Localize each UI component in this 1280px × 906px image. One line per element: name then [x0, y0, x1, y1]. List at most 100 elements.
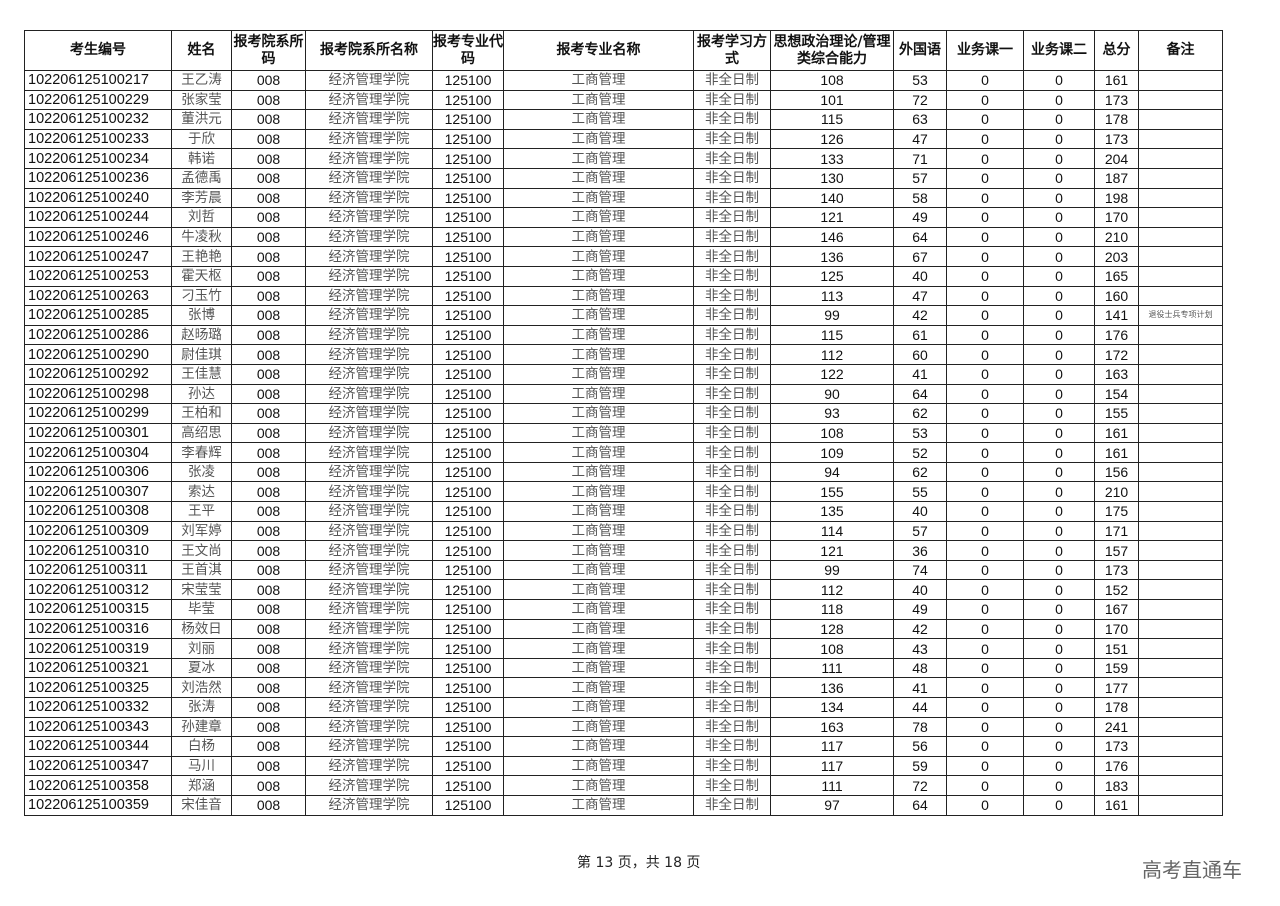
cell-major-code: 125100: [432, 481, 504, 503]
cell-dept-code: 008: [231, 716, 306, 738]
cell-dept-name: 经济管理学院: [305, 755, 433, 777]
table-header: 考生编号 姓名 报考院系所码 报考院系所名称 报考专业代码 报考专业名称 报考学习方式 思想政…: [24, 30, 1223, 71]
cell-foreign-language-score: 42: [893, 305, 947, 326]
cell-politics-score: 121: [770, 540, 894, 561]
cell-study-mode: 非全日制: [693, 697, 771, 718]
table-row: 102206125100299 王柏和 008 经济管理学院 125100 工商管理 非全日…: [24, 403, 1223, 424]
cell-study-mode: 非全日制: [693, 579, 771, 601]
cell-dept-name: 经济管理学院: [305, 657, 433, 679]
cell-total-score: 159: [1094, 657, 1139, 679]
table-row: 102206125100307 索达 008 经济管理学院 125100 工商管理 非全日制…: [24, 481, 1223, 503]
cell-total-score: 177: [1094, 677, 1139, 698]
cell-major-code: 125100: [432, 305, 504, 326]
cell-candidate-id: 102206125100306: [24, 461, 172, 483]
cell-major-name: 工商管理: [503, 70, 694, 91]
cell-foreign-language-score: 41: [893, 363, 947, 385]
cell-total-score: 152: [1094, 579, 1139, 601]
cell-name: 李春辉: [171, 442, 232, 463]
cell-study-mode: 非全日制: [693, 285, 771, 307]
cell-name: 李芳晨: [171, 187, 232, 209]
cell-politics-score: 115: [770, 324, 894, 346]
header-major-name: 报考专业名称: [503, 30, 694, 71]
cell-course-2-score: 0: [1023, 403, 1095, 424]
table-row: 102206125100306 张凌 008 经济管理学院 125100 工商管理 非全日制…: [24, 461, 1223, 483]
cell-study-mode: 非全日制: [693, 207, 771, 228]
cell-remarks: [1138, 657, 1223, 679]
cell-dept-name: 经济管理学院: [305, 618, 433, 640]
cell-study-mode: 非全日制: [693, 442, 771, 463]
cell-dept-code: 008: [231, 442, 306, 463]
cell-major-name: 工商管理: [503, 285, 694, 307]
cell-dept-code: 008: [231, 794, 306, 816]
cell-total-score: 183: [1094, 775, 1139, 796]
cell-major-code: 125100: [432, 794, 504, 816]
cell-candidate-id: 102206125100298: [24, 383, 172, 405]
cell-politics-score: 133: [770, 148, 894, 169]
cell-major-code: 125100: [432, 148, 504, 169]
cell-name: 于欣: [171, 128, 232, 150]
cell-major-code: 125100: [432, 265, 504, 287]
cell-dept-name: 经济管理学院: [305, 285, 433, 307]
cell-course-1-score: 0: [946, 442, 1024, 463]
table-row: 102206125100247 王艳艳 008 经济管理学院 125100 工商管理 非全日…: [24, 246, 1223, 267]
cell-dept-name: 经济管理学院: [305, 305, 433, 326]
cell-foreign-language-score: 40: [893, 579, 947, 601]
cell-total-score: 178: [1094, 109, 1139, 130]
cell-candidate-id: 102206125100299: [24, 403, 172, 424]
cell-total-score: 151: [1094, 638, 1139, 659]
cell-major-code: 125100: [432, 324, 504, 346]
cell-study-mode: 非全日制: [693, 89, 771, 111]
cell-name: 张涛: [171, 697, 232, 718]
table-row: 102206125100301 高绍思 008 经济管理学院 125100 工商管理 非全日…: [24, 422, 1223, 444]
cell-name: 杨效日: [171, 618, 232, 640]
cell-major-name: 工商管理: [503, 324, 694, 346]
cell-major-code: 125100: [432, 403, 504, 424]
cell-name: 王柏和: [171, 403, 232, 424]
cell-politics-score: 109: [770, 442, 894, 463]
header-foreign-language-score: 外国语: [893, 30, 947, 71]
cell-course-2-score: 0: [1023, 167, 1095, 189]
cell-remarks: [1138, 442, 1223, 463]
cell-study-mode: 非全日制: [693, 520, 771, 542]
table-row: 102206125100309 刘军婷 008 经济管理学院 125100 工商管理 非全日…: [24, 520, 1223, 542]
cell-dept-name: 经济管理学院: [305, 697, 433, 718]
cell-remarks: [1138, 70, 1223, 91]
table-row: 102206125100246 牛凌秋 008 经济管理学院 125100 工商管理 非全日…: [24, 226, 1223, 248]
cell-course-2-score: 0: [1023, 618, 1095, 640]
cell-dept-code: 008: [231, 265, 306, 287]
cell-major-name: 工商管理: [503, 755, 694, 777]
table-row: 102206125100253 霍天枢 008 经济管理学院 125100 工商管理 非全日…: [24, 265, 1223, 287]
cell-dept-code: 008: [231, 461, 306, 483]
table-row: 102206125100290 尉佳琪 008 经济管理学院 125100 工商管理 非全日…: [24, 344, 1223, 365]
cell-dept-code: 008: [231, 383, 306, 405]
cell-major-code: 125100: [432, 226, 504, 248]
cell-candidate-id: 102206125100311: [24, 559, 172, 581]
table-row: 102206125100232 董洪元 008 经济管理学院 125100 工商管理 非全日…: [24, 109, 1223, 130]
page-number: 第 13 页，共 18 页: [577, 855, 701, 871]
cell-course-1-score: 0: [946, 109, 1024, 130]
cell-dept-name: 经济管理学院: [305, 540, 433, 561]
cell-candidate-id: 102206125100247: [24, 246, 172, 267]
cell-candidate-id: 102206125100358: [24, 775, 172, 796]
cell-remarks: [1138, 383, 1223, 405]
cell-course-1-score: 0: [946, 207, 1024, 228]
cell-course-1-score: 0: [946, 363, 1024, 385]
cell-politics-score: 136: [770, 246, 894, 267]
cell-study-mode: 非全日制: [693, 540, 771, 561]
cell-total-score: 171: [1094, 520, 1139, 542]
cell-remarks: [1138, 540, 1223, 561]
table-row: 102206125100292 王佳慧 008 经济管理学院 125100 工商管理 非全日…: [24, 363, 1223, 385]
cell-course-2-score: 0: [1023, 207, 1095, 228]
cell-course-1-score: 0: [946, 540, 1024, 561]
cell-candidate-id: 102206125100309: [24, 520, 172, 542]
cell-dept-code: 008: [231, 70, 306, 91]
cell-major-code: 125100: [432, 167, 504, 189]
cell-remarks: [1138, 599, 1223, 620]
table-row: 102206125100310 王文尚 008 经济管理学院 125100 工商管理 非全日…: [24, 540, 1223, 561]
cell-major-name: 工商管理: [503, 638, 694, 659]
cell-major-name: 工商管理: [503, 677, 694, 698]
cell-remarks: [1138, 716, 1223, 738]
cell-course-1-score: 0: [946, 383, 1024, 405]
cell-politics-score: 136: [770, 677, 894, 698]
cell-candidate-id: 102206125100301: [24, 422, 172, 444]
